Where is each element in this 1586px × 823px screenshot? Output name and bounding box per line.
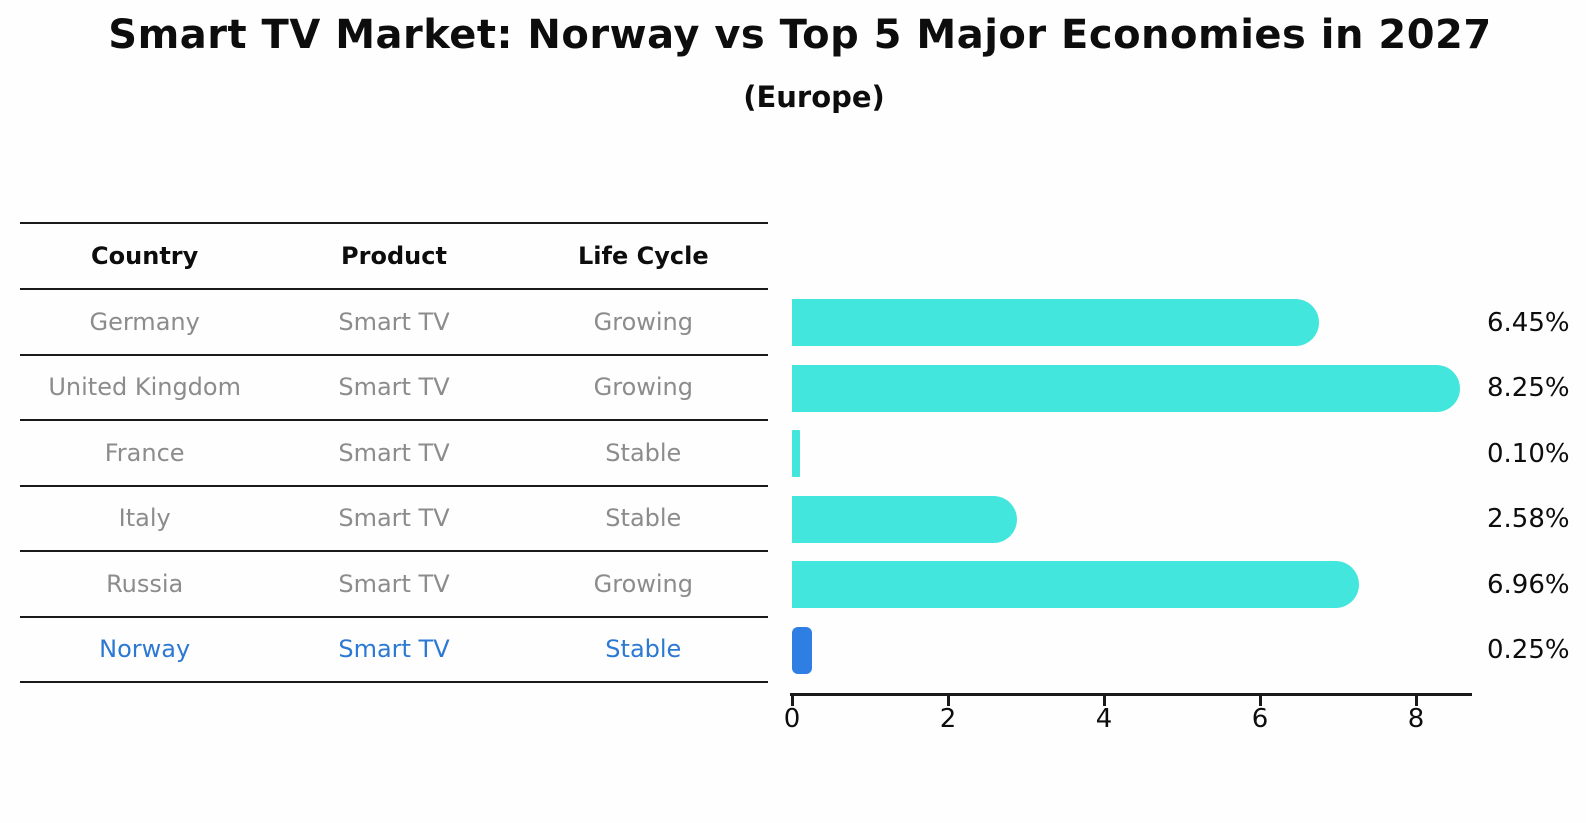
table-row-germany: Germany Smart TV Growing xyxy=(20,290,768,356)
cell-product: Smart TV xyxy=(338,635,450,664)
bar-russia xyxy=(792,561,1359,609)
x-tick-label-8: 8 xyxy=(1407,704,1425,734)
table-row-italy: Italy Smart TV Stable xyxy=(20,487,768,552)
table-row-france: France Smart TV Stable xyxy=(20,421,768,487)
cell-country: Norway xyxy=(99,635,191,664)
bar-italy xyxy=(792,495,1018,543)
cell-life-cycle: Stable xyxy=(605,438,682,467)
cell-life-cycle: Stable xyxy=(605,504,682,533)
bar-norway xyxy=(792,626,812,674)
column-header-country: Country xyxy=(91,242,199,270)
x-tick-4 xyxy=(1102,693,1106,706)
table-row-norway: Norway Smart TV Stable xyxy=(20,618,768,683)
x-tick-6 xyxy=(1258,693,1262,706)
x-tick-label-0: 0 xyxy=(783,704,801,734)
cell-life-cycle: Growing xyxy=(593,569,693,598)
bar-united-kingdom xyxy=(792,364,1460,412)
cell-life-cycle: Stable xyxy=(605,635,682,664)
cell-country: France xyxy=(104,438,185,467)
table-header-row: Country Product Life Cycle xyxy=(20,224,768,290)
x-tick-8 xyxy=(1414,693,1418,706)
value-label-italy: 2.58% xyxy=(1487,504,1570,535)
cell-country: Germany xyxy=(89,307,200,336)
value-label-france: 0.10% xyxy=(1487,438,1570,469)
chart-subtitle: (Europe) xyxy=(743,80,885,114)
cell-product: Smart TV xyxy=(338,569,450,598)
column-header-product: Product xyxy=(341,242,447,270)
value-label-russia: 6.96% xyxy=(1487,569,1570,600)
cell-product: Smart TV xyxy=(338,438,450,467)
cell-life-cycle: Growing xyxy=(593,307,693,336)
value-label-norway: 0.25% xyxy=(1487,635,1570,666)
table-row-russia: Russia Smart TV Growing xyxy=(20,552,768,618)
cell-country: United Kingdom xyxy=(48,373,241,402)
column-header-life-cycle: Life Cycle xyxy=(578,242,709,270)
x-tick-label-4: 4 xyxy=(1095,704,1113,734)
x-axis xyxy=(790,693,1472,696)
bar-germany xyxy=(792,299,1320,346)
table-row-united-kingdom: United Kingdom Smart TV Growing xyxy=(20,356,768,421)
bar-france xyxy=(792,430,800,478)
cell-country: Russia xyxy=(106,569,184,598)
x-tick-label-6: 6 xyxy=(1251,704,1269,734)
value-label-germany: 6.45% xyxy=(1487,307,1570,338)
cell-product: Smart TV xyxy=(338,373,450,402)
x-tick-2 xyxy=(946,693,950,706)
value-label-united-kingdom: 8.25% xyxy=(1487,373,1570,404)
x-tick-label-2: 2 xyxy=(939,704,957,734)
cell-product: Smart TV xyxy=(338,504,450,533)
cell-product: Smart TV xyxy=(338,307,450,336)
chart-title: Smart TV Market: Norway vs Top 5 Major E… xyxy=(108,12,1492,58)
cell-life-cycle: Growing xyxy=(593,373,693,402)
cell-country: Italy xyxy=(118,504,171,533)
x-tick-0 xyxy=(790,693,794,706)
country-table: Country Product Life Cycle Germany Smart… xyxy=(20,222,768,683)
